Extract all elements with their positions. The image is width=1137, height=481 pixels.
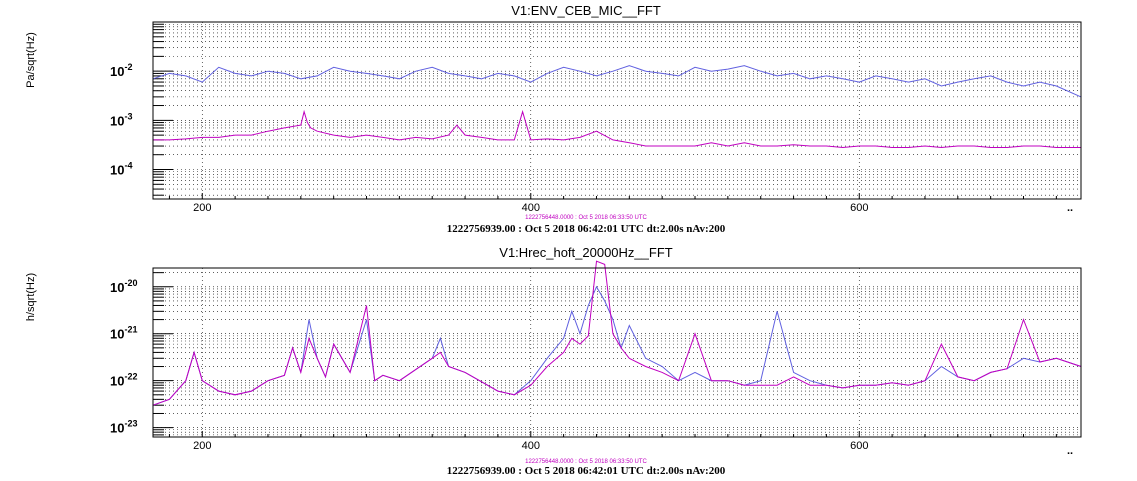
axis-ticks — [153, 272, 1057, 437]
plot-series — [152, 65, 1082, 149]
x-tick-label: 400 — [522, 202, 540, 214]
y-tick-labels: 10-20 10-21 10-22 10-23 — [110, 278, 137, 436]
series-line — [152, 65, 1082, 98]
panel-1: V1:ENV_CEB_MIC__FFT Pa/sqrt(Hz) 200 400 60… — [25, 3, 1082, 235]
x-tick-label: 600 — [850, 440, 868, 452]
x-tick-labels: 200 400 600 — [193, 202, 868, 214]
y-tick-label: 10-3 — [110, 111, 132, 128]
overflow-marker: .. — [1067, 445, 1073, 457]
plot-series — [152, 260, 1082, 406]
overflow-marker: .. — [1067, 202, 1073, 214]
y-tick-label: 10-4 — [110, 161, 132, 178]
y-tick-label: 10-23 — [110, 419, 137, 436]
chart-title: V1:Hrec_hoft_20000Hz__FFT — [499, 245, 672, 260]
plot-frame — [152, 267, 1082, 438]
plot-grid — [153, 268, 1081, 437]
x-tick-label: 400 — [522, 440, 540, 452]
plot-frame — [152, 21, 1082, 200]
y-tick-label: 10-20 — [110, 278, 137, 295]
axis-ticks — [153, 21, 1057, 199]
y-tick-label: 10-2 — [110, 62, 132, 79]
y-tick-label: 10-22 — [110, 372, 137, 389]
y-tick-labels: 10-2 10-3 10-4 — [110, 62, 132, 177]
series-line — [152, 260, 1082, 406]
panel-2: V1:Hrec_hoft_20000Hz__FFT h/sqrt(Hz) 200… — [25, 245, 1082, 477]
footer-label: 1222756939.00 : Oct 5 2018 06:42:01 UTC … — [447, 465, 726, 477]
y-tick-label: 10-21 — [110, 325, 137, 342]
x-tick-label: 600 — [850, 202, 868, 214]
x-tick-labels: 200 400 600 — [193, 440, 868, 452]
y-axis-label: Pa/sqrt(Hz) — [25, 32, 37, 88]
x-tick-label: 200 — [193, 440, 211, 452]
x-tick-label: 200 — [193, 202, 211, 214]
footer-label: 1222756939.00 : Oct 5 2018 06:42:01 UTC … — [447, 223, 726, 235]
y-axis-label: h/sqrt(Hz) — [25, 273, 37, 321]
reference-stamp: 1222756448.0000 : Oct 5 2018 06:33:50 UT… — [525, 459, 647, 465]
series-line — [153, 109, 1081, 149]
reference-stamp: 1222756448.0000 : Oct 5 2018 06:33:50 UT… — [525, 215, 647, 221]
plot-grid — [153, 21, 1081, 199]
chart-title: V1:ENV_CEB_MIC__FFT — [511, 3, 661, 18]
